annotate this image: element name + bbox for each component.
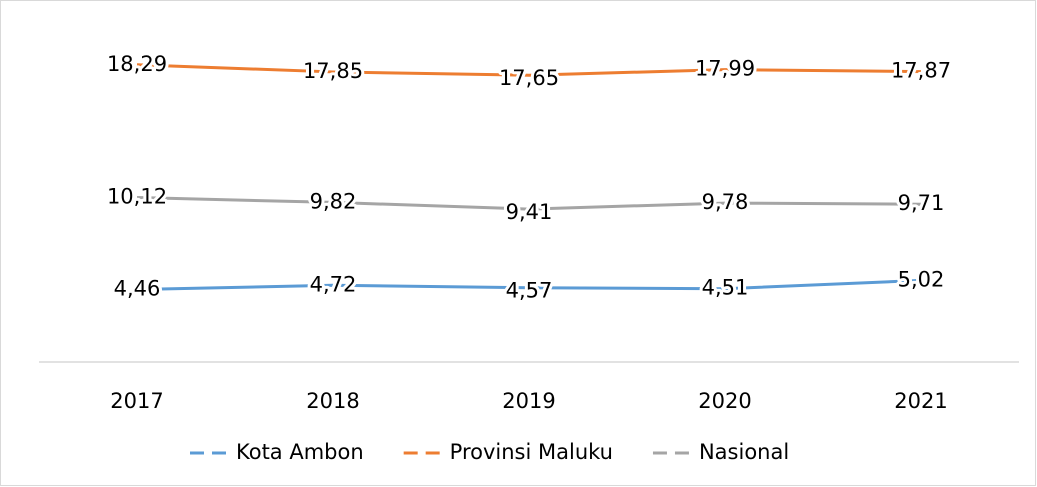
- data-label: 4,51: [702, 276, 749, 300]
- series-line: [136, 196, 922, 211]
- x-tick-label: 2017: [110, 389, 163, 413]
- series-line: [136, 278, 922, 292]
- legend-item: Kota Ambon: [190, 440, 364, 464]
- data-label: 4,46: [114, 277, 161, 301]
- data-label: 17,87: [891, 59, 951, 83]
- data-label: 9,41: [506, 200, 553, 224]
- data-label: 17,99: [695, 57, 755, 81]
- data-label: 10,12: [107, 185, 167, 209]
- data-label: 9,78: [702, 190, 749, 214]
- data-label: 18,29: [107, 52, 167, 76]
- series-line: [136, 63, 922, 77]
- legend-label: Provinsi Maluku: [450, 440, 613, 464]
- data-label: 4,72: [310, 272, 357, 296]
- x-tick-label: 2018: [306, 389, 359, 413]
- data-label: 17,85: [303, 59, 363, 83]
- data-label: 9,82: [310, 189, 357, 213]
- x-tick-label: 2021: [894, 389, 947, 413]
- x-tick-label: 2019: [502, 389, 555, 413]
- data-label: 4,57: [506, 279, 553, 303]
- legend-label: Kota Ambon: [236, 440, 364, 464]
- data-label: 17,65: [499, 66, 559, 90]
- data-label: 5,02: [898, 267, 945, 291]
- legend-item: Nasional: [652, 440, 789, 464]
- x-tick-label: 2020: [698, 389, 751, 413]
- data-label: 9,71: [898, 191, 945, 215]
- legend-item: Provinsi Maluku: [403, 440, 613, 464]
- legend-label: Nasional: [699, 440, 789, 464]
